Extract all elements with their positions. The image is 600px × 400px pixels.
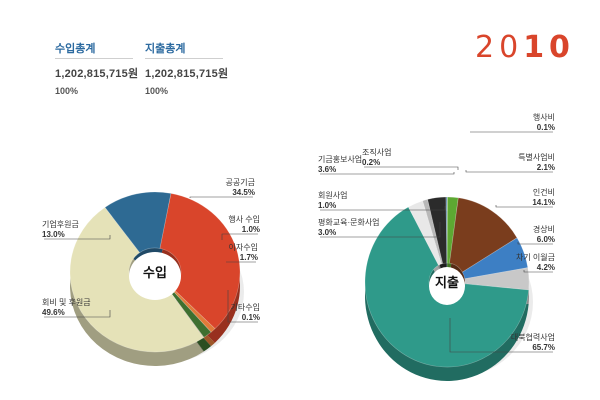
leader-line — [189, 196, 253, 198]
slice-value: 13.0% — [42, 230, 65, 239]
donut-hole — [429, 267, 465, 305]
slice-label: 기업후원금 — [42, 220, 79, 229]
slice-value: 65.7% — [532, 343, 555, 352]
slice-label: 조직사업 — [362, 147, 391, 157]
slice-value: 3.6% — [318, 165, 336, 174]
income-divider — [55, 58, 133, 59]
slice-value: 3.0% — [318, 228, 336, 237]
slice-label: 경상비 — [533, 224, 555, 234]
slice-value: 6.0% — [537, 235, 555, 244]
leader-line — [465, 170, 553, 173]
slice-평화교육·문화사업 — [408, 200, 443, 266]
leader-line — [495, 205, 553, 208]
expense-total-label: 지출총계 — [145, 43, 186, 55]
expense-divider — [145, 58, 223, 59]
slice-value: 0.1% — [537, 123, 555, 132]
slice-value: 1.0% — [318, 201, 336, 210]
slice-value: 4.2% — [537, 263, 555, 272]
year-suffix: 10 — [523, 30, 575, 65]
leader-line — [44, 310, 111, 318]
leader-line — [221, 233, 258, 240]
slice-label: 특별사업비 — [518, 152, 555, 162]
slice-행사비 — [446, 196, 448, 264]
slice-label: 기타수입 — [231, 303, 260, 312]
slice-조직사업 — [445, 196, 448, 264]
slice-label: 기금홍보사업 — [318, 154, 362, 164]
center-label: 지출 — [435, 275, 459, 291]
slice-label: 회비 및 후원금 — [42, 297, 91, 307]
leader-line — [44, 235, 111, 240]
leader-line — [364, 166, 459, 170]
slice-label: 차기 이월금 — [516, 252, 555, 262]
leader-line — [227, 290, 258, 323]
slice-label: 이자수입 — [229, 242, 258, 252]
slice-value: 0.1% — [242, 313, 260, 322]
slice-label: 행사비 — [533, 112, 555, 122]
slice-기업후원금 — [104, 191, 172, 254]
expense-total-percent: 100% — [145, 86, 169, 96]
slice-label: 회원사업 — [318, 191, 347, 200]
slice-value: 49.6% — [42, 308, 65, 317]
leader-line — [320, 222, 441, 238]
year-prefix: 20 — [475, 30, 524, 65]
slice-label: 평화교육·문화사업 — [318, 217, 380, 227]
slice-label: 공공기금 — [226, 178, 255, 187]
slice-인건비 — [449, 197, 518, 273]
slice-label: 행사 수입 — [228, 214, 260, 224]
slice-value: 2.1% — [537, 163, 555, 172]
expense-summary: 지출총계 1,202,815,715원 100% — [145, 40, 305, 96]
slice-차기 이월금 — [464, 267, 530, 291]
donut-hole — [129, 252, 181, 300]
income-summary: 수입총계 1,202,815,715원 100% — [55, 40, 215, 96]
leader-line — [523, 270, 553, 273]
slice-value: 14.1% — [532, 198, 555, 207]
income-total-percent: 100% — [55, 86, 79, 96]
leader-line — [320, 172, 455, 175]
slice-공공기금 — [159, 193, 241, 330]
slice-경상비 — [461, 237, 529, 280]
slice-value: 34.5% — [232, 188, 255, 197]
leader-line — [517, 242, 553, 245]
expense-total-amount: 1,202,815,715원 — [145, 68, 229, 80]
slice-label: 인건비 — [533, 187, 555, 197]
slice-label: 대북협력사업 — [511, 332, 555, 342]
leader-line — [449, 318, 553, 353]
income-total-label: 수입총계 — [55, 43, 96, 55]
year-heading: 2010 — [475, 30, 575, 65]
slice-특별사업비 — [446, 196, 459, 264]
slice-value: 1.0% — [242, 225, 260, 234]
center-label: 수입 — [143, 266, 167, 281]
slice-value: 0.2% — [362, 158, 380, 167]
slice-value: 1.7% — [240, 253, 258, 262]
leader-line — [320, 206, 446, 211]
income-total-amount: 1,202,815,715원 — [55, 68, 139, 80]
